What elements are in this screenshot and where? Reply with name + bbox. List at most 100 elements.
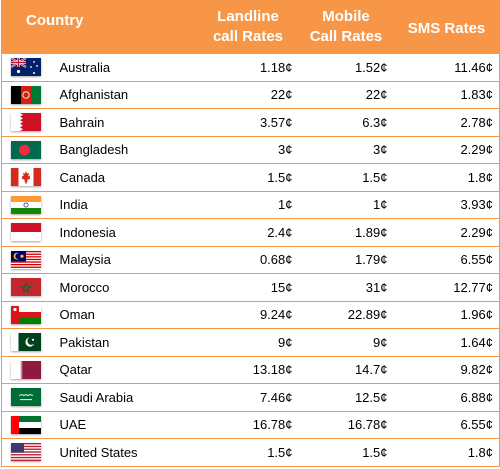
table-row: UAE 16.78¢ 16.78¢ 6.55¢ [1, 411, 500, 439]
table-row: India 1¢ 1¢ 3.93¢ [1, 191, 500, 219]
country-cell: Qatar [49, 356, 198, 384]
mobile-rate-cell: 1¢ [298, 191, 394, 219]
flag-cell [1, 108, 50, 137]
landline-rate-cell: 9.24¢ [197, 301, 299, 329]
flag-cell [1, 438, 50, 467]
country-cell: India [49, 191, 198, 219]
sms-rate-cell: 6.88¢ [393, 383, 500, 412]
country-cell: Bangladesh [49, 136, 198, 164]
landline-rate-cell: 9¢ [197, 328, 299, 357]
column-header-landline-line1: Landline [217, 8, 279, 25]
sms-rate-cell: 6.55¢ [393, 246, 500, 274]
mobile-rate-cell: 1.89¢ [298, 218, 394, 247]
malaysia-flag [10, 250, 41, 269]
sms-rate-cell: 1.83¢ [393, 81, 500, 109]
morocco-flag [10, 278, 41, 297]
sms-rate-cell: 6.55¢ [393, 411, 500, 439]
country-cell: Saudi Arabia [49, 383, 198, 412]
mobile-rate-cell: 1.79¢ [298, 246, 394, 274]
saudi-arabia-flag [10, 388, 41, 407]
canada-flag [10, 168, 41, 187]
mobile-rate-cell: 6.3¢ [298, 108, 394, 137]
table-row: United States 1.5¢ 1.5¢ 1.8¢ [1, 438, 500, 467]
flag-cell [1, 246, 50, 274]
mobile-rate-cell: 1.5¢ [298, 438, 394, 467]
oman-flag [10, 305, 41, 324]
flag-cell [1, 383, 50, 412]
column-header-landline-line2: call Rates [212, 28, 284, 45]
pakistan-flag [10, 333, 41, 352]
country-cell: Morocco [49, 273, 198, 302]
landline-rate-cell: 3¢ [197, 136, 299, 164]
landline-rate-cell: 1.5¢ [197, 163, 299, 192]
sms-rate-cell: 12.77¢ [393, 273, 500, 302]
country-cell: Indonesia [49, 218, 198, 247]
mobile-rate-cell: 1.5¢ [298, 163, 394, 192]
mobile-rate-cell: 22¢ [298, 81, 394, 109]
sms-rate-cell: 9.82¢ [393, 356, 500, 384]
column-header-mobile-line1: Mobile [322, 8, 370, 25]
flag-cell [1, 301, 50, 329]
column-header-mobile-line2: Call Rates [309, 28, 383, 45]
sms-rate-cell: 11.46¢ [393, 53, 500, 82]
table-header-row: Country Landline call Rates Mobile Call … [1, 0, 500, 54]
table-body: Australia 1.18¢ 1.52¢ 11.46¢ Afghanistan 22¢ 2… [1, 53, 500, 467]
united-states-flag [10, 443, 41, 462]
table-row: Canada 1.5¢ 1.5¢ 1.8¢ [1, 163, 500, 192]
country-cell: Bahrain [49, 108, 198, 137]
table-row: Malaysia 0.68¢ 1.79¢ 6.55¢ [1, 246, 500, 274]
table-row: Indonesia 2.4¢ 1.89¢ 2.29¢ [1, 218, 500, 247]
mobile-rate-cell: 14.7¢ [298, 356, 394, 384]
table-row: Morocco 15¢ 31¢ 12.77¢ [1, 273, 500, 302]
sms-rate-cell: 2.78¢ [393, 108, 500, 137]
column-header-sms: SMS Rates [393, 0, 500, 54]
table-row: Oman 9.24¢ 22.89¢ 1.96¢ [1, 301, 500, 329]
afghanistan-flag [10, 85, 41, 104]
sms-rate-cell: 2.29¢ [393, 136, 500, 164]
table-row: Afghanistan 22¢ 22¢ 1.83¢ [1, 81, 500, 109]
landline-rate-cell: 16.78¢ [197, 411, 299, 439]
flag-cell [1, 191, 50, 219]
mobile-rate-cell: 3¢ [298, 136, 394, 164]
bangladesh-flag [10, 140, 41, 159]
sms-rate-cell: 3.93¢ [393, 191, 500, 219]
country-cell: Pakistan [49, 328, 198, 357]
table-row: Qatar 13.18¢ 14.7¢ 9.82¢ [1, 356, 500, 384]
column-header-country-label: Country [26, 12, 84, 29]
country-cell: Oman [49, 301, 198, 329]
mobile-rate-cell: 9¢ [298, 328, 394, 357]
australia-flag [10, 58, 41, 77]
mobile-rate-cell: 1.52¢ [298, 53, 394, 82]
landline-rate-cell: 0.68¢ [197, 246, 299, 274]
flag-cell [1, 273, 50, 302]
country-cell: UAE [49, 411, 198, 439]
sms-rate-cell: 1.96¢ [393, 301, 500, 329]
flag-cell [1, 81, 50, 109]
indonesia-flag [10, 223, 41, 242]
flag-cell [1, 218, 50, 247]
flag-cell [1, 53, 50, 82]
landline-rate-cell: 13.18¢ [197, 356, 299, 384]
flag-cell [1, 136, 50, 164]
landline-rate-cell: 15¢ [197, 273, 299, 302]
uae-flag [10, 415, 41, 434]
landline-rate-cell: 1¢ [197, 191, 299, 219]
landline-rate-cell: 7.46¢ [197, 383, 299, 412]
landline-rate-cell: 3.57¢ [197, 108, 299, 137]
country-cell: Australia [49, 53, 198, 82]
flag-cell [1, 328, 50, 357]
sms-rate-cell: 2.29¢ [393, 218, 500, 247]
mobile-rate-cell: 16.78¢ [298, 411, 394, 439]
landline-rate-cell: 1.5¢ [197, 438, 299, 467]
bahrain-flag [10, 113, 41, 132]
table-row: Saudi Arabia 7.46¢ 12.5¢ 6.88¢ [1, 383, 500, 412]
landline-rate-cell: 22¢ [197, 81, 299, 109]
qatar-flag [10, 360, 41, 379]
column-header-landline: Landline call Rates [197, 0, 299, 54]
country-cell: United States [49, 438, 198, 467]
sms-rate-cell: 1.8¢ [393, 163, 500, 192]
mobile-rate-cell: 12.5¢ [298, 383, 394, 412]
column-header-sms-label: SMS Rates [407, 20, 486, 37]
